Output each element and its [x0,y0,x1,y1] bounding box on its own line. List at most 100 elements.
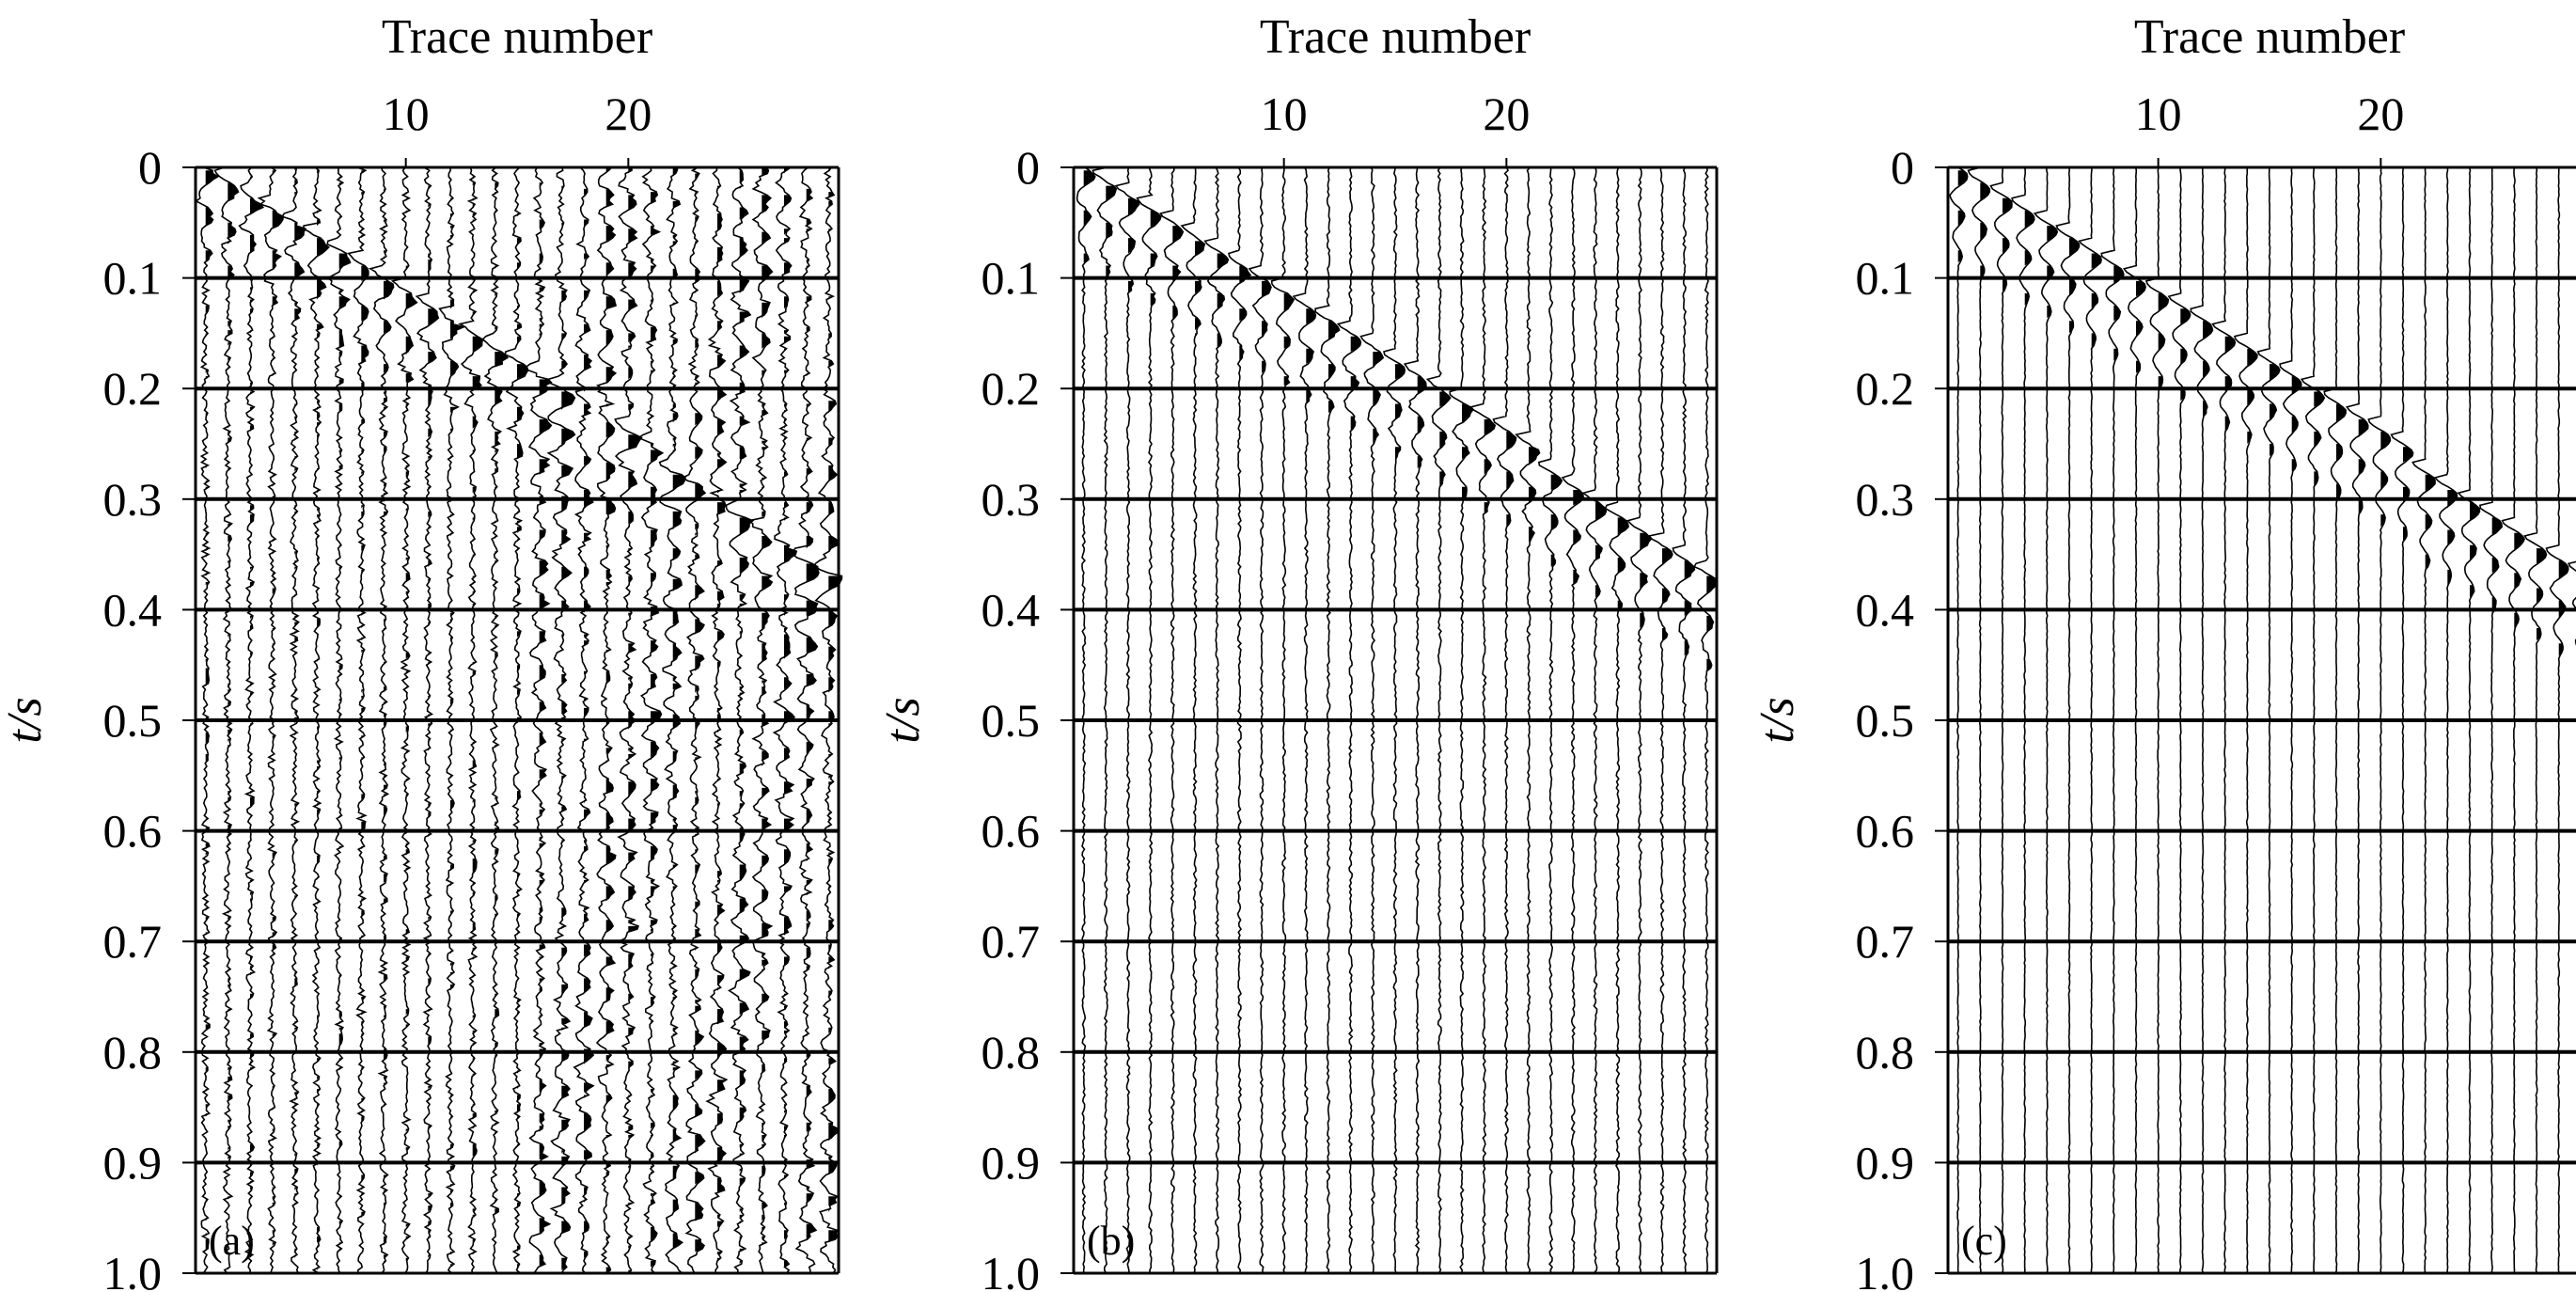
trace-wiggle [1561,166,1584,1274]
trace-fill [2203,321,2213,417]
trace [504,166,529,1274]
trace-fill [1662,548,1673,641]
y-tick-label: 0.9 [1856,1136,1915,1189]
trace-fill [561,185,575,1270]
y-tick-label: 0.6 [1856,805,1915,858]
trace-wiggle [1989,166,2013,1274]
panel-b: Trace number 10 20 t/s 0 0.1 0.2 0.3 0.4 0.5 0.6 0.… [876,10,1719,1292]
trace [2033,167,2059,1274]
trace [368,166,395,1274]
trace-wiggle [1949,166,1969,1274]
y-tick-label: 0.2 [103,362,163,415]
trace-fill [1306,308,1316,404]
trace-wiggle [2011,166,2035,1274]
trace-wiggle [2457,166,2481,1274]
y-tick-label: 1.0 [103,1247,163,1292]
trace-wiggle [1403,166,1427,1274]
y-tick-label: 0.7 [1856,915,1915,968]
trace [2411,166,2436,1274]
trace [2323,167,2347,1274]
trace-wiggle [1336,166,1362,1274]
trace-wiggle [303,166,330,1274]
trace [1604,166,1629,1274]
trace-wiggle [504,166,529,1274]
x-axis-title: Trace number [382,10,652,64]
trace [1314,166,1341,1274]
trace-fill [784,167,797,1268]
trace-wiggle [390,166,418,1274]
y-axis-title: t/s [1751,697,1804,743]
x-tick-label: 20 [1483,87,1530,140]
trace-wiggle [1515,166,1541,1274]
trace [213,166,240,1274]
y-tick-label: 0.4 [103,583,163,636]
trace-wiggle [481,166,509,1274]
trace-fill [2270,364,2280,457]
trace-fill [1350,336,1361,432]
trace-wiggle [2033,167,2059,1274]
trace [1469,166,1497,1274]
trace-fill [2069,238,2080,334]
trace-fill [1395,364,1406,460]
trace [1359,166,1385,1274]
trace-fill [2514,532,2525,628]
trace-fill [2470,502,2480,598]
trace [1180,166,1206,1274]
trace [2144,166,2170,1274]
y-axis-title: t/s [876,697,930,743]
trace-fill [1239,265,1250,361]
trace-wiggle [746,166,774,1274]
trace-fill [2113,265,2124,361]
trace-fill [2336,403,2347,499]
trace-fill [1172,226,1184,322]
y-tick-label: 0.6 [103,805,163,858]
trace [390,166,418,1274]
trace [1076,166,1096,1274]
trace-fill [2024,210,2034,306]
y-tick-label: 0.1 [982,252,1041,305]
trace-wiggle [347,166,369,1274]
trace-wiggle [457,166,484,1274]
trace-wiggle [2300,166,2326,1274]
trace-fill [1595,502,1607,598]
trace [1336,166,1362,1274]
x-axis-title: Trace number [2134,10,2405,64]
y-tick-label: 0.3 [103,473,163,526]
trace [636,166,665,1274]
x-axis-title: Trace number [1260,10,1531,64]
trace-fill [2425,474,2436,570]
trace-wiggle [2190,167,2214,1274]
trace [280,166,307,1274]
panel-c: Trace number 10 20 t/s 0 0.1 0.2 0.3 0.4 0.5 0.6 0.… [1751,10,2576,1292]
trace [2233,166,2258,1274]
trace [1626,166,1653,1274]
trace-wiggle [1538,166,1563,1274]
x-tick-label: 20 [605,87,652,140]
trace-wiggle [1114,166,1140,1274]
trace [347,166,369,1274]
trace-wiggle [2523,166,2548,1274]
trace [725,166,755,1274]
trace [2367,166,2392,1274]
trace-fill [1373,352,1384,444]
trace [1270,166,1296,1274]
trace-wiggle [1248,166,1272,1273]
trace-wiggle [2411,166,2436,1274]
trace-wiggle [814,166,843,1274]
trace-wiggle [1967,166,1991,1274]
trace-wiggle [2167,166,2191,1273]
trace [2478,166,2504,1274]
trace-wiggle [2077,167,2102,1274]
trace-fill [651,192,663,1268]
trace [303,166,330,1274]
trace-fill [2247,348,2257,444]
y-tick-label: 1.0 [982,1247,1041,1292]
trace [614,166,643,1274]
trace-wiggle [2478,166,2504,1274]
trace [658,166,686,1274]
trace-fill [828,167,842,1243]
trace-fill [605,167,617,1273]
trace-wiggle [326,166,352,1274]
trace-wiggle [2545,166,2569,1274]
trace [1538,166,1563,1274]
